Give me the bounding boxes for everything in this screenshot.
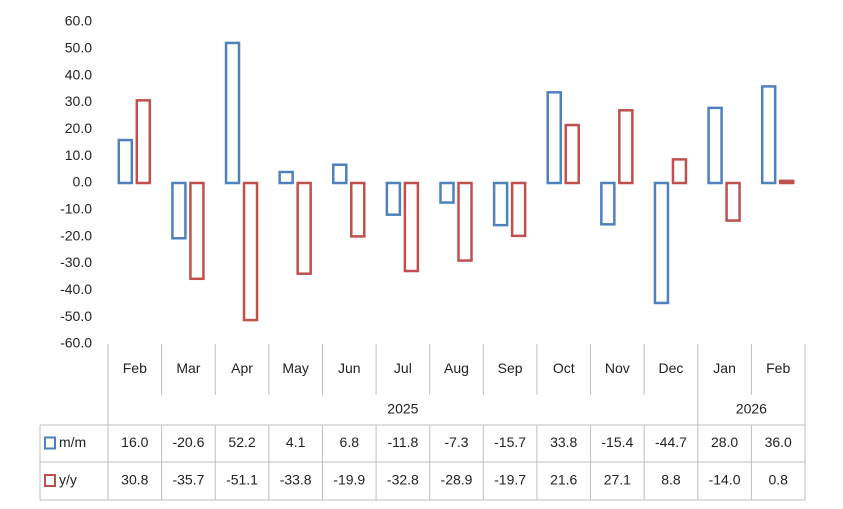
legend-label: m/m: [59, 434, 86, 450]
table-value: -35.7: [172, 472, 204, 488]
table-value: 33.8: [550, 434, 577, 450]
bar: [760, 85, 777, 185]
bar: [135, 99, 152, 185]
legend-key: [44, 436, 56, 450]
bar: [707, 106, 723, 185]
x-tick-label: May: [282, 360, 308, 376]
table-value: -28.9: [441, 472, 473, 488]
table-value: 30.8: [121, 472, 148, 488]
x-tick-label: Nov: [605, 360, 630, 376]
table-value: -51.1: [226, 472, 258, 488]
bar: [242, 181, 259, 322]
y-tick-label: -20.0: [60, 227, 92, 243]
bar: [725, 181, 741, 222]
table-value: -44.7: [655, 434, 687, 450]
bar: [618, 109, 634, 185]
table-value: 4.1: [286, 434, 306, 450]
table-value: -33.8: [280, 472, 312, 488]
bar: [385, 181, 402, 216]
bar: [403, 181, 420, 273]
y-tick-label: -50.0: [60, 308, 92, 324]
table-value: -7.3: [444, 434, 468, 450]
table-value: -20.6: [172, 434, 204, 450]
x-tick-label: Sep: [498, 360, 523, 376]
x-tick-label: Feb: [766, 360, 790, 376]
x-tick-label: Aug: [444, 360, 469, 376]
table-value: 0.8: [768, 472, 788, 488]
table-value: 6.8: [340, 434, 360, 450]
y-tick-label: 40.0: [65, 66, 92, 82]
x-tick-label: Apr: [231, 360, 253, 376]
table-value: 28.0: [711, 434, 738, 450]
table-value: 8.8: [661, 472, 681, 488]
y-tick-label: -30.0: [60, 254, 92, 270]
table-value: 52.2: [228, 434, 255, 450]
bar: [564, 123, 580, 185]
table-value: -14.0: [709, 472, 741, 488]
group-label: 2025: [387, 401, 418, 417]
bar: [600, 181, 616, 226]
bar: [350, 181, 366, 238]
bar: [296, 181, 312, 275]
bar: [510, 181, 527, 238]
bar: [332, 163, 348, 185]
table-value: -32.8: [387, 472, 419, 488]
bar: [653, 181, 670, 305]
bar: [171, 181, 187, 240]
y-tick-label: 60.0: [65, 13, 92, 29]
bar: [671, 158, 688, 185]
table-value: 16.0: [121, 434, 148, 450]
table-value: 36.0: [765, 434, 792, 450]
y-tick-label: 0.0: [73, 174, 93, 190]
bar: [278, 170, 294, 185]
table-value: -15.7: [494, 434, 526, 450]
y-tick-label: 10.0: [65, 147, 92, 163]
y-tick-label: -40.0: [60, 281, 92, 297]
x-tick-label: Jan: [713, 360, 736, 376]
y-tick-label: -60.0: [60, 335, 92, 351]
table-value: 21.6: [550, 472, 577, 488]
table-value: -19.7: [494, 472, 526, 488]
bar: [457, 181, 473, 262]
y-tick-label: 30.0: [65, 93, 92, 109]
table-value: 27.1: [604, 472, 631, 488]
table-value: -11.8: [387, 434, 418, 450]
x-tick-label: Jun: [338, 360, 361, 376]
y-tick-label: 20.0: [65, 120, 92, 136]
x-tick-label: Jul: [394, 360, 412, 376]
bar: [492, 181, 509, 227]
table-value: -19.9: [333, 472, 365, 488]
x-tick-label: Feb: [123, 360, 147, 376]
legend-label: y/y: [59, 472, 77, 488]
group-label: 2026: [736, 401, 767, 417]
x-tick-label: Mar: [176, 360, 200, 376]
y-tick-label: -10.0: [60, 201, 92, 217]
legend-key: [44, 474, 56, 487]
bar: [546, 91, 562, 185]
bar: [778, 179, 795, 185]
bar: [439, 181, 455, 204]
x-tick-label: Oct: [553, 360, 575, 376]
table-value: -15.4: [601, 434, 633, 450]
bar: [224, 41, 241, 185]
x-tick-label: Dec: [659, 360, 684, 376]
y-tick-label: 50.0: [65, 40, 92, 56]
bar: [117, 138, 134, 185]
bar: [189, 181, 205, 281]
